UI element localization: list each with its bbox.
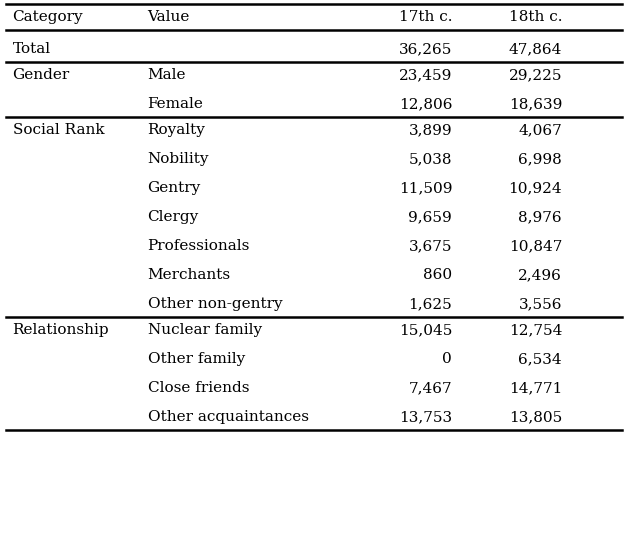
Text: Other acquaintances: Other acquaintances <box>148 410 308 424</box>
Text: Social Rank: Social Rank <box>13 123 104 137</box>
Text: Clergy: Clergy <box>148 210 199 224</box>
Text: 15,045: 15,045 <box>399 323 452 337</box>
Text: 3,675: 3,675 <box>409 239 452 253</box>
Text: Royalty: Royalty <box>148 123 205 137</box>
Text: 7,467: 7,467 <box>409 381 452 395</box>
Text: Professionals: Professionals <box>148 239 250 253</box>
Text: 4,067: 4,067 <box>518 123 562 137</box>
Text: 17th c.: 17th c. <box>399 10 452 24</box>
Text: 5,038: 5,038 <box>409 152 452 166</box>
Text: 2,496: 2,496 <box>518 268 562 282</box>
Text: Category: Category <box>13 10 83 24</box>
Text: Other family: Other family <box>148 352 245 366</box>
Text: Relationship: Relationship <box>13 323 109 337</box>
Text: Nuclear family: Nuclear family <box>148 323 262 337</box>
Text: Close friends: Close friends <box>148 381 249 395</box>
Text: 18th c.: 18th c. <box>509 10 562 24</box>
Text: 10,847: 10,847 <box>509 239 562 253</box>
Text: Total: Total <box>13 42 51 56</box>
Text: Gender: Gender <box>13 68 70 82</box>
Text: Nobility: Nobility <box>148 152 209 166</box>
Text: 6,534: 6,534 <box>519 352 562 366</box>
Text: 9,659: 9,659 <box>408 210 452 224</box>
Text: 0: 0 <box>442 352 452 366</box>
Text: 13,805: 13,805 <box>509 410 562 424</box>
Text: 8,976: 8,976 <box>519 210 562 224</box>
Text: Male: Male <box>148 68 186 82</box>
Text: Gentry: Gentry <box>148 181 201 195</box>
Text: 14,771: 14,771 <box>509 381 562 395</box>
Text: 23,459: 23,459 <box>399 68 452 82</box>
Text: 47,864: 47,864 <box>509 42 562 56</box>
Text: 29,225: 29,225 <box>509 68 562 82</box>
Text: 12,754: 12,754 <box>509 323 562 337</box>
Text: 11,509: 11,509 <box>399 181 452 195</box>
Text: 3,899: 3,899 <box>409 123 452 137</box>
Text: 12,806: 12,806 <box>399 97 452 111</box>
Text: Merchants: Merchants <box>148 268 230 282</box>
Text: Other non-gentry: Other non-gentry <box>148 297 282 311</box>
Text: 860: 860 <box>423 268 452 282</box>
Text: 6,998: 6,998 <box>518 152 562 166</box>
Text: Value: Value <box>148 10 190 24</box>
Text: 13,753: 13,753 <box>399 410 452 424</box>
Text: 3,556: 3,556 <box>519 297 562 311</box>
Text: 36,265: 36,265 <box>399 42 452 56</box>
Text: 18,639: 18,639 <box>509 97 562 111</box>
Text: 1,625: 1,625 <box>408 297 452 311</box>
Text: Female: Female <box>148 97 203 111</box>
Text: 10,924: 10,924 <box>509 181 562 195</box>
